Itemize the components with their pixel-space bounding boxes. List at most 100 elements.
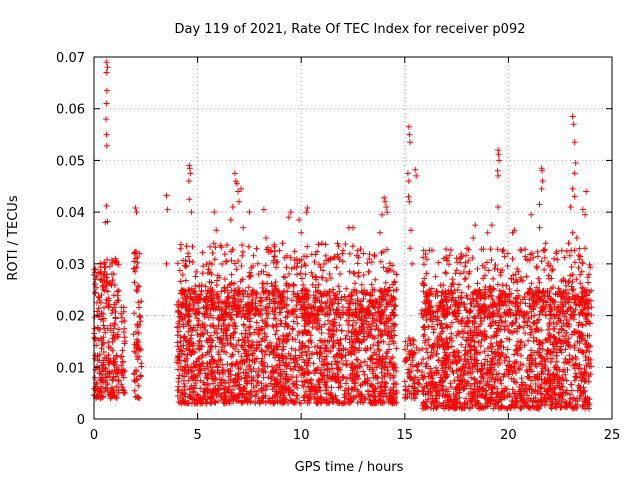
data-point <box>334 365 341 372</box>
data-point <box>257 400 263 407</box>
data-point <box>183 400 190 407</box>
data-point <box>342 380 349 387</box>
data-point <box>299 329 306 336</box>
data-point <box>370 341 377 348</box>
data-point <box>114 288 121 295</box>
data-point <box>296 354 303 361</box>
data-point <box>102 264 109 271</box>
data-point <box>214 277 220 284</box>
data-point <box>290 291 297 298</box>
data-point <box>343 297 350 304</box>
data-point <box>402 391 409 398</box>
data-point <box>100 378 107 385</box>
data-point <box>255 331 262 338</box>
data-point <box>386 346 393 353</box>
data-point <box>379 400 386 407</box>
data-point <box>248 398 254 405</box>
data-point <box>96 313 103 320</box>
data-point <box>248 344 255 351</box>
data-point <box>285 214 292 221</box>
data-point <box>185 328 192 335</box>
data-point <box>321 321 328 328</box>
data-point <box>285 323 292 330</box>
data-point <box>358 288 365 295</box>
data-point <box>371 388 378 395</box>
data-point <box>121 338 128 345</box>
data-point <box>380 338 387 345</box>
data-point <box>369 300 376 307</box>
data-point <box>296 339 303 346</box>
data-point <box>421 261 427 268</box>
data-point <box>568 264 575 270</box>
data-point <box>325 317 332 324</box>
data-point <box>374 380 381 387</box>
data-point <box>250 365 257 372</box>
data-point <box>103 116 109 123</box>
data-point <box>195 367 202 374</box>
data-point <box>404 388 411 395</box>
data-point <box>551 334 558 341</box>
data-point <box>372 385 379 392</box>
data-point <box>118 381 125 388</box>
data-point <box>298 256 305 263</box>
data-point <box>213 227 220 234</box>
data-point <box>331 322 338 328</box>
data-point <box>276 309 283 316</box>
data-point <box>212 300 219 307</box>
data-point <box>509 320 516 327</box>
data-point <box>217 382 224 389</box>
data-point <box>249 357 256 364</box>
data-point <box>97 368 104 375</box>
data-point <box>132 205 139 211</box>
data-point <box>276 336 283 343</box>
data-point <box>197 324 204 331</box>
data-point <box>353 319 360 326</box>
data-point <box>306 355 313 362</box>
data-point <box>337 271 343 277</box>
data-point <box>393 271 400 278</box>
data-point <box>404 370 411 377</box>
data-point <box>188 332 195 339</box>
data-point <box>235 337 242 344</box>
data-point <box>274 287 281 294</box>
data-point <box>315 317 322 324</box>
data-point <box>318 330 325 336</box>
data-point <box>184 352 191 358</box>
data-point <box>209 322 216 329</box>
data-point <box>240 369 247 376</box>
data-point <box>354 247 361 254</box>
data-point <box>315 381 322 388</box>
data-point <box>459 334 466 341</box>
data-point <box>572 259 578 266</box>
data-point <box>302 368 309 374</box>
data-point <box>390 327 397 334</box>
data-point <box>326 366 333 373</box>
data-point <box>265 398 272 405</box>
data-point <box>390 384 397 391</box>
data-point <box>273 321 280 328</box>
data-point <box>203 337 210 344</box>
data-point <box>235 285 242 291</box>
data-point <box>208 353 215 360</box>
data-point <box>356 363 363 370</box>
data-point <box>317 400 324 407</box>
data-point <box>307 311 314 317</box>
data-point <box>179 316 186 323</box>
data-point <box>235 258 241 264</box>
data-point <box>192 291 199 298</box>
data-point <box>227 376 234 383</box>
data-point <box>231 379 238 386</box>
data-point <box>539 340 546 347</box>
data-point <box>304 348 311 355</box>
data-point <box>205 266 212 273</box>
data-point <box>553 352 560 359</box>
data-point <box>261 330 268 337</box>
data-point <box>408 347 415 354</box>
data-point <box>102 385 109 392</box>
data-point <box>202 351 209 358</box>
data-point <box>228 271 235 278</box>
data-point <box>263 235 269 241</box>
data-point <box>309 281 316 288</box>
data-point <box>246 308 253 315</box>
data-point <box>378 319 385 326</box>
